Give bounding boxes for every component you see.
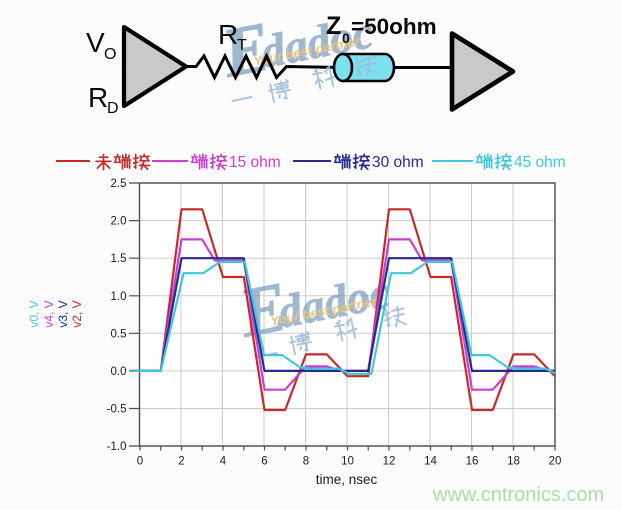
svg-text:20: 20: [549, 456, 562, 468]
svg-text:12: 12: [383, 456, 396, 468]
svg-text:18: 18: [507, 456, 520, 468]
svg-text:Z: Z: [326, 12, 341, 40]
svg-text:15 ohm: 15 ohm: [229, 154, 281, 171]
svg-text:R: R: [218, 19, 238, 50]
svg-text:2: 2: [178, 456, 184, 468]
svg-text:v0, V: v0, V: [27, 300, 41, 327]
svg-text:-1.0: -1.0: [107, 441, 127, 453]
svg-text:1.0: 1.0: [111, 291, 127, 303]
svg-text:www.cntronics.com: www.cntronics.com: [432, 484, 604, 506]
svg-text:8: 8: [303, 456, 309, 468]
svg-text:6: 6: [261, 456, 267, 468]
svg-text:time, nsec: time, nsec: [316, 472, 378, 487]
svg-text:v3, V: v3, V: [56, 300, 70, 327]
svg-text:45 ohm: 45 ohm: [514, 154, 566, 171]
svg-text:R: R: [88, 82, 108, 113]
svg-text:16: 16: [466, 456, 479, 468]
svg-text:V: V: [86, 27, 105, 58]
svg-text:=50ohm: =50ohm: [351, 14, 437, 39]
svg-text:D: D: [107, 100, 119, 117]
svg-text:0: 0: [342, 30, 350, 46]
svg-text:1.5: 1.5: [111, 253, 127, 265]
svg-text:-0.5: -0.5: [107, 404, 127, 416]
svg-text:0.0: 0.0: [111, 366, 127, 378]
svg-text:0: 0: [137, 456, 143, 468]
svg-text:0.5: 0.5: [111, 328, 127, 340]
svg-text:v4, V: v4, V: [42, 300, 56, 327]
svg-text:30 ohm: 30 ohm: [372, 154, 424, 171]
svg-text:T: T: [237, 37, 247, 54]
svg-text:2.5: 2.5: [111, 178, 127, 190]
svg-text:2.0: 2.0: [111, 216, 127, 228]
svg-text:10: 10: [341, 456, 354, 468]
svg-text:O: O: [104, 46, 116, 63]
svg-text:v2, V: v2, V: [70, 300, 84, 327]
svg-text:14: 14: [424, 456, 437, 468]
svg-text:4: 4: [220, 456, 227, 468]
